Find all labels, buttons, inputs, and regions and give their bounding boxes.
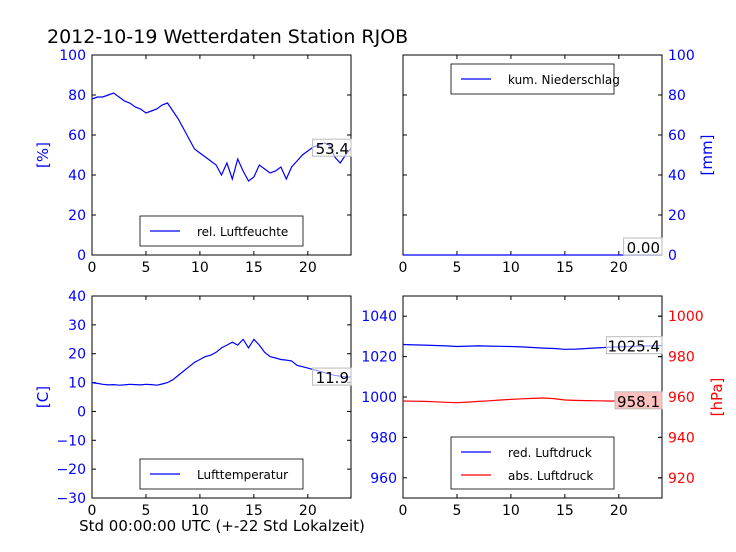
- last-value-label: 11.9: [316, 369, 349, 387]
- x-tick-label: 15: [556, 503, 574, 519]
- humidity-panel: 0 5 10 15 20 0 20 40 60 80 100 [%] 53.4 rel. Luftfeuc…: [34, 48, 352, 276]
- y-tick-label: −30: [56, 491, 86, 507]
- last-value-label: 0.00: [627, 239, 660, 257]
- y-tick-label: 980: [370, 430, 397, 446]
- y-tick-label: 10: [68, 376, 86, 392]
- pressure-panel: 0 5 10 15 20 960 980 1000 1020 1040 920 940 960 980 10…: [361, 295, 726, 519]
- y-tick-label: 100: [59, 48, 86, 64]
- x-tick-label: 10: [191, 503, 209, 519]
- legend: Lufttemperatur: [139, 458, 304, 490]
- y2-tick-label: 920: [668, 471, 695, 487]
- last-value-label: 958.1: [617, 393, 660, 411]
- y-tick-label: 960: [370, 471, 397, 487]
- series-line-lufttemperatur: [91, 338, 352, 386]
- y-axis-label: [C]: [34, 386, 52, 408]
- legend: rel. Luftfeuchte: [139, 215, 304, 247]
- chart-title: 2012-10-19 Wetterdaten Station RJOB: [47, 26, 409, 48]
- last-value-box: [312, 138, 352, 157]
- x-tick-label: 20: [299, 260, 317, 276]
- x-tick-label: 20: [610, 503, 628, 519]
- y2-tick-label: 960: [668, 390, 695, 406]
- y-tick-label: 40: [68, 289, 86, 305]
- y2-axis-label: [hPa]: [708, 378, 726, 417]
- x-tick-label: 20: [299, 503, 317, 519]
- y-tick-label: 0: [77, 248, 86, 264]
- y-axis-label: [%]: [34, 142, 52, 168]
- x-tick-label: 10: [191, 260, 209, 276]
- y-tick-label: 0: [668, 248, 677, 264]
- y-tick-label: 80: [68, 88, 86, 104]
- precipitation-panel: 0 5 10 15 20 0 20 40 60 80 100 [mm] 0.00 kum. Nieders…: [399, 48, 716, 276]
- x-tick-label: 5: [141, 260, 150, 276]
- last-value-box: [605, 336, 663, 355]
- x-tick-label: 0: [399, 260, 408, 276]
- x-tick-label: 5: [141, 503, 150, 519]
- y-tick-label: 1000: [361, 390, 397, 406]
- series-line-rel-luftfeuchte: [91, 92, 352, 182]
- x-tick-label: 20: [610, 260, 628, 276]
- y2-tick-label: 940: [668, 430, 695, 446]
- x-tick-label: 0: [399, 503, 408, 519]
- legend: red. Luftdruck abs. Luftdruck: [450, 436, 615, 490]
- temperature-panel: 0 5 10 15 20 −30 −20 −10 0 10 20 30 40 [C] 11.9 Lufttem…: [34, 289, 352, 519]
- shared-x-axis-label: Std 00:00:00 UTC (+-22 Std Lokalzeit): [79, 517, 365, 535]
- y-tick-label: 60: [668, 128, 686, 144]
- legend-entry: abs. Luftdruck: [508, 469, 593, 483]
- last-value-box: [623, 237, 663, 256]
- y-tick-label: 40: [668, 168, 686, 184]
- x-tick-label: 5: [452, 260, 461, 276]
- x-tick-label: 10: [502, 503, 520, 519]
- legend-entry: Lufttemperatur: [197, 468, 288, 482]
- x-tick-label: 0: [88, 503, 97, 519]
- y-tick-label: 1020: [361, 350, 397, 366]
- y-tick-label: 20: [68, 347, 86, 363]
- legend-entry: rel. Luftfeuchte: [197, 225, 288, 239]
- y-axis-label: [mm]: [698, 135, 716, 176]
- legend: kum. Niederschlag: [450, 63, 620, 95]
- y-tick-label: 20: [68, 208, 86, 224]
- legend-box: [450, 436, 615, 490]
- y-tick-label: 40: [68, 168, 86, 184]
- last-value-label: 1025.4: [608, 338, 661, 356]
- y-tick-label: −10: [56, 433, 86, 449]
- x-tick-label: 15: [245, 260, 263, 276]
- x-tick-label: 15: [556, 260, 574, 276]
- y-tick-label: 100: [668, 48, 695, 64]
- x-tick-label: 5: [452, 503, 461, 519]
- y-tick-label: −20: [56, 462, 86, 478]
- y-tick-label: 80: [668, 88, 686, 104]
- y-tick-label: 20: [668, 208, 686, 224]
- y2-tick-label: 1000: [668, 309, 704, 325]
- x-tick-label: 0: [88, 260, 97, 276]
- y-tick-label: 0: [77, 404, 86, 420]
- y-tick-label: 30: [68, 318, 86, 334]
- legend-entry: red. Luftdruck: [508, 446, 592, 460]
- last-value-box: [312, 367, 352, 386]
- x-tick-label: 10: [502, 260, 520, 276]
- legend-entry: kum. Niederschlag: [508, 73, 620, 87]
- y2-tick-label: 980: [668, 350, 695, 366]
- y-tick-label: 1040: [361, 309, 397, 325]
- y-tick-label: 60: [68, 128, 86, 144]
- last-value-label: 53.4: [316, 140, 349, 158]
- last-value-box: [614, 391, 663, 410]
- x-tick-label: 15: [245, 503, 263, 519]
